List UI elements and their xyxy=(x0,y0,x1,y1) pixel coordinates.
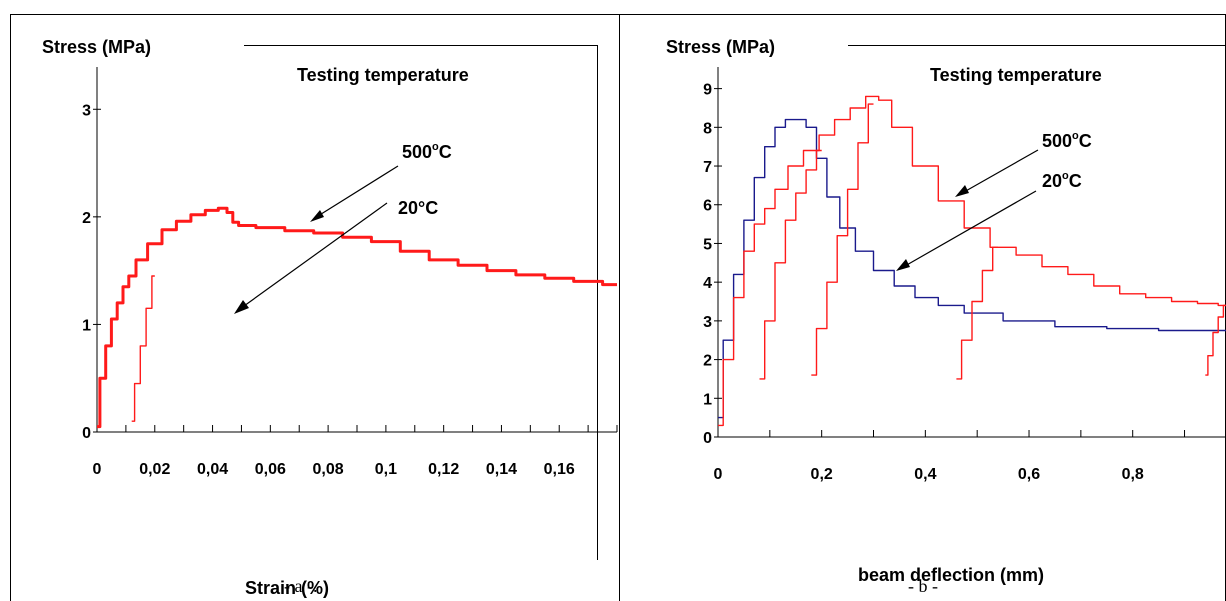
series-line xyxy=(760,151,822,379)
y-tick-label: 1 xyxy=(703,391,712,408)
x-tick-label: 0,06 xyxy=(255,461,286,478)
chart-b-series xyxy=(718,96,1226,425)
x-tick-label: 0,6 xyxy=(1018,466,1040,483)
arrowhead-a-500c xyxy=(310,210,324,222)
x-tick-label: 0,1 xyxy=(375,461,397,478)
y-tick-label: 2 xyxy=(703,353,712,370)
arrowhead-a-20c xyxy=(234,300,249,314)
y-tick-label: 8 xyxy=(703,120,712,137)
arrow-a-500c xyxy=(318,166,398,216)
panel-b: Stress (MPa) Testing temperature 0 0,2 0,4… xyxy=(666,37,1226,596)
y-tick-label: 4 xyxy=(703,275,712,292)
chart-b-axes xyxy=(718,67,1226,437)
x-tick-label: 0 xyxy=(93,461,102,478)
x-tick-label: 0,8 xyxy=(1122,466,1144,483)
panel-a: Stress (MPa) Testing temperature 0 0,02 0,… xyxy=(42,37,617,598)
series-line xyxy=(97,208,617,426)
y-tick-label: 1 xyxy=(82,317,91,334)
x-tick-label: 0,04 xyxy=(197,461,228,478)
chart-a-ylabel: Stress (MPa) xyxy=(42,37,151,57)
y-tick-label: 3 xyxy=(703,314,712,331)
caption-b: - b - xyxy=(908,576,938,596)
y-tick-label: 6 xyxy=(703,198,712,215)
series-line xyxy=(718,96,1226,425)
x-tick-label: 0 xyxy=(714,466,723,483)
figure-frame xyxy=(11,15,1226,601)
x-tick-label: 0,4 xyxy=(914,466,936,483)
y-tick-label: 9 xyxy=(703,82,712,99)
arrowhead-b-500c xyxy=(955,185,969,197)
x-tick-label: 0,08 xyxy=(313,461,344,478)
annotation-b-500c: 500oC xyxy=(1042,130,1092,151)
x-tick-label: 0,14 xyxy=(486,461,517,478)
series-line xyxy=(811,104,873,375)
caption-a: - a -. xyxy=(284,576,317,596)
series-line xyxy=(132,276,155,421)
x-tick-label: 0,12 xyxy=(428,461,459,478)
chart-a-axes xyxy=(97,67,617,432)
annotation-a-500c: 500oC xyxy=(402,141,452,162)
chart-a-note: Testing temperature xyxy=(297,65,469,85)
x-tick-label: 0,2 xyxy=(811,466,833,483)
y-tick-label: 3 xyxy=(82,102,91,119)
chart-b-xlabel: beam deflection (mm) xyxy=(858,565,1044,585)
y-tick-label: 5 xyxy=(703,236,712,253)
y-tick-label: 2 xyxy=(82,210,91,227)
x-tick-label: 0,02 xyxy=(139,461,170,478)
chart-b-note: Testing temperature xyxy=(930,65,1102,85)
arrow-b-500c xyxy=(964,150,1038,192)
series-line xyxy=(1205,305,1226,375)
annotation-a-20c: 20°C xyxy=(398,198,438,218)
chart-a-ticks: 0 0,02 0,04 0,06 0,08 0,1 0,12 0,14 0,16 0 1 2 3 xyxy=(82,102,617,478)
chart-b-ylabel: Stress (MPa) xyxy=(666,37,775,57)
arrowhead-b-20c xyxy=(896,259,910,271)
y-tick-label: 0 xyxy=(82,425,91,442)
series-line xyxy=(718,120,1226,418)
annotation-b-20c: 20oC xyxy=(1042,170,1082,191)
x-tick-label: 0,16 xyxy=(544,461,575,478)
y-tick-label: 7 xyxy=(703,159,712,176)
y-tick-label: 0 xyxy=(703,430,712,447)
chart-a-series xyxy=(97,208,617,426)
